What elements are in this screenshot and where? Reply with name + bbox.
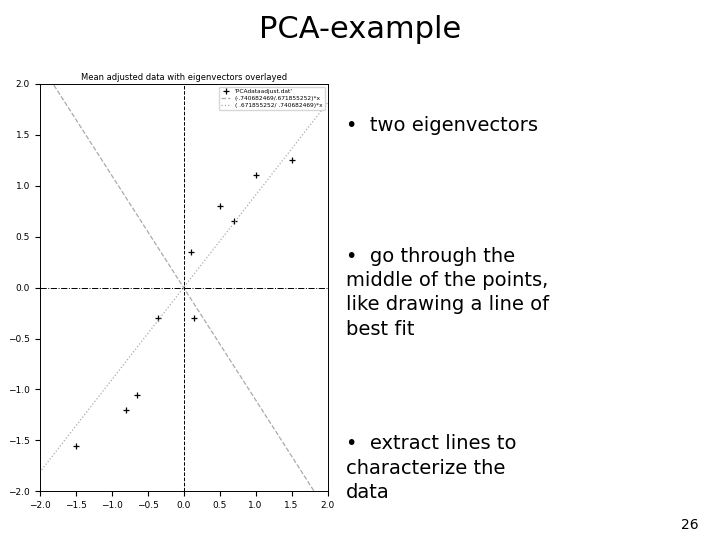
'PCAdataadjust.dat'	[132, 392, 141, 398]
Legend: 'PCAdataadjust.dat', (-.740682469/.671855252)*x, ( .671855252/ .740682469)*x: 'PCAdataadjust.dat', (-.740682469/.67185…	[219, 86, 325, 110]
Text: •  two eigenvectors: • two eigenvectors	[346, 116, 538, 136]
'PCAdataadjust.dat'	[287, 157, 296, 164]
'PCAdataadjust.dat'	[154, 315, 163, 321]
'PCAdataadjust.dat'	[71, 442, 80, 449]
'PCAdataadjust.dat'	[251, 172, 260, 179]
Text: PCA-example: PCA-example	[259, 15, 461, 44]
Text: •  extract lines to
characterize the
data: • extract lines to characterize the data	[346, 434, 517, 502]
'PCAdataadjust.dat'	[230, 218, 238, 225]
'PCAdataadjust.dat'	[186, 248, 195, 255]
Text: 26: 26	[681, 518, 698, 532]
'PCAdataadjust.dat'	[215, 202, 224, 209]
Line: 'PCAdataadjust.dat': 'PCAdataadjust.dat'	[72, 157, 295, 449]
Title: Mean adjusted data with eigenvectors overlayed: Mean adjusted data with eigenvectors ove…	[81, 72, 287, 82]
'PCAdataadjust.dat'	[190, 315, 199, 321]
Text: •  go through the
middle of the points,
like drawing a line of
best fit: • go through the middle of the points, l…	[346, 247, 549, 339]
'PCAdataadjust.dat'	[122, 407, 130, 413]
